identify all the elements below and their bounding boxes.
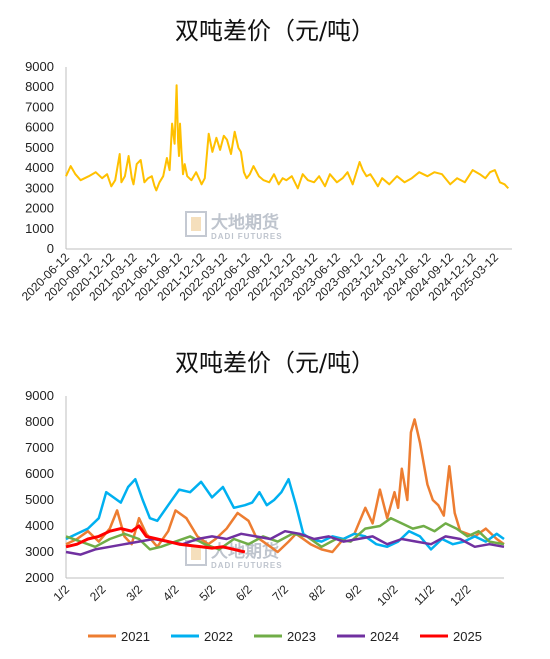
bottom-y-tick-label: 3000 xyxy=(25,544,54,559)
legend-label-2021: 2021 xyxy=(121,629,150,644)
bottom-x-tick-label: 9/2 xyxy=(342,582,364,604)
top-y-tick-label: 3000 xyxy=(25,180,54,195)
top-chart-title: 双吨差价（元/吨） xyxy=(175,17,375,45)
bottom-y-tick-label: 5000 xyxy=(25,492,54,507)
top-y-tick-label: 5000 xyxy=(25,140,54,155)
series-line-2025 xyxy=(65,524,246,554)
top-y-tick-label: 8000 xyxy=(25,79,54,94)
top-y-tick-label: 4000 xyxy=(25,160,54,175)
top-watermark: 大地期货 DADI FUTURES xyxy=(185,211,283,241)
top-y-tick-label: 9000 xyxy=(25,59,54,74)
bottom-x-tick-label: 7/2 xyxy=(269,582,291,604)
series-line-2024 xyxy=(65,529,505,556)
bottom-chart-title: 双吨差价（元/吨） xyxy=(175,349,375,377)
bottom-x-tick-label: 11/2 xyxy=(411,582,437,608)
bottom-x-tick-label: 5/2 xyxy=(196,582,218,604)
bottom-y-tick-label: 2000 xyxy=(25,570,54,585)
bottom-chart: 双吨差价（元/吨） 2000 3000 4000 5000 6000 7000 8000 90… xyxy=(25,349,505,644)
top-y-tick-label: 7000 xyxy=(25,99,54,114)
top-watermark-brand-cn: 大地期货 xyxy=(211,212,279,233)
legend-label-2024: 2024 xyxy=(370,629,399,644)
top-series-line xyxy=(65,84,510,192)
bottom-x-tick-label: 6/2 xyxy=(233,582,255,604)
series-line-2021 xyxy=(65,418,505,554)
bottom-y-tick-label: 9000 xyxy=(25,388,54,403)
series-line-2022 xyxy=(65,477,505,551)
bottom-y-tick-label: 8000 xyxy=(25,414,54,429)
bottom-legend: 2021 2022 2023 2024 2025 xyxy=(88,629,482,644)
bottom-y-tick-label: 4000 xyxy=(25,518,54,533)
legend-label-2025: 2025 xyxy=(453,629,482,644)
bottom-y-tick-label: 6000 xyxy=(25,466,54,481)
top-chart: 双吨差价（元/吨） 0 1000 2000 3000 4000 5000 6000 7000 8… xyxy=(19,17,512,304)
top-y-tick-label: 0 xyxy=(47,241,54,256)
bottom-x-tick-label: 2/2 xyxy=(87,582,109,604)
legend-label-2022: 2022 xyxy=(204,629,233,644)
top-y-tick-label: 1000 xyxy=(25,221,54,236)
top-y-tick-label: 6000 xyxy=(25,120,54,135)
bottom-y-tick-label: 7000 xyxy=(25,440,54,455)
bottom-x-tick-label: 4/2 xyxy=(160,582,182,604)
legend-label-2023: 2023 xyxy=(287,629,316,644)
bottom-x-tick-label: 8/2 xyxy=(306,582,328,604)
top-y-tick-label: 2000 xyxy=(25,201,54,216)
top-watermark-brand-en: DADI FUTURES xyxy=(211,232,283,241)
bottom-x-tick-label: 3/2 xyxy=(123,582,145,604)
bottom-x-tick-label: 1/2 xyxy=(50,582,72,604)
bottom-x-tick-label: 12/2 xyxy=(447,582,474,609)
bottom-x-tick-label: 10/2 xyxy=(374,582,401,609)
bottom-watermark-brand-en: DADI FUTURES xyxy=(211,561,283,570)
